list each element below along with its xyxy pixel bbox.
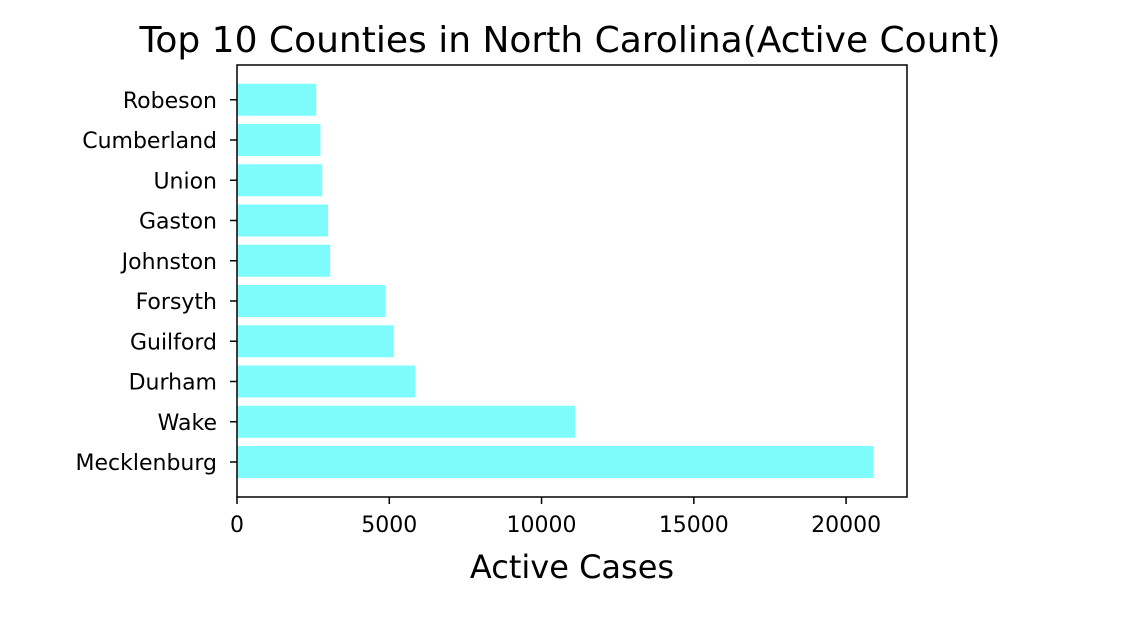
- y-tick-label: Cumberland: [82, 129, 217, 154]
- x-tick-label: 0: [230, 513, 244, 538]
- y-axis-ticks: Mecklenburg Wake Durham Guilford Forsyth John…: [76, 89, 237, 476]
- y-tick-label: Forsyth: [136, 290, 217, 315]
- y-tick-label: Union: [153, 169, 217, 194]
- y-tick-label: Durham: [129, 371, 217, 396]
- y-tick-label: Robeson: [123, 89, 217, 114]
- bar-durham: [237, 365, 416, 398]
- x-axis-ticks: 0 5000 10000 15000 20000: [230, 497, 881, 538]
- bar-guilford: [237, 325, 394, 358]
- y-tick-label: Wake: [158, 411, 217, 436]
- x-tick-label: 5000: [361, 513, 417, 538]
- x-tick-label: 10000: [507, 513, 577, 538]
- y-tick-label: Guilford: [130, 330, 217, 355]
- bars-group: [237, 83, 874, 478]
- chart-title: Top 10 Counties in North Carolina(Active…: [138, 20, 1000, 61]
- y-tick-label: Gaston: [139, 210, 217, 235]
- bar-johnston: [237, 244, 331, 277]
- x-axis-label: Active Cases: [470, 548, 674, 586]
- bar-mecklenburg: [237, 446, 874, 478]
- bar-cumberland: [237, 124, 321, 156]
- x-tick-label: 15000: [659, 513, 729, 538]
- y-tick-label: Johnston: [120, 250, 217, 275]
- y-tick-label: Mecklenburg: [76, 451, 217, 476]
- bar-forsyth: [237, 285, 386, 317]
- bar-wake: [237, 405, 576, 438]
- bar-union: [237, 164, 323, 197]
- x-tick-label: 20000: [811, 513, 881, 538]
- bar-gaston: [237, 204, 329, 237]
- bar-robeson: [237, 83, 317, 116]
- plot-frame: [236, 64, 908, 498]
